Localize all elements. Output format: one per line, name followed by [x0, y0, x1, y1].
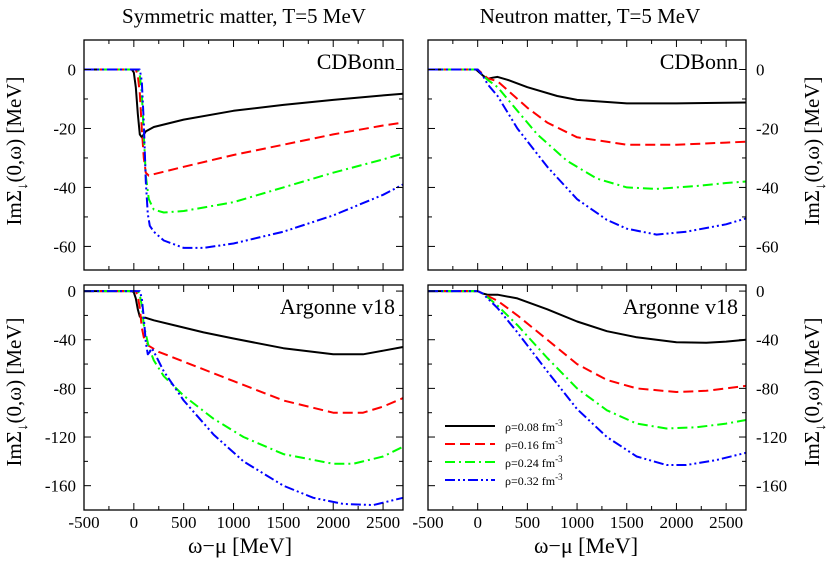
series-line-1 [428, 290, 747, 393]
y-tick-label: -40 [53, 178, 76, 197]
panel-frame [427, 39, 747, 271]
column-title-neutron: Neutron matter, T=5 MeV [480, 4, 701, 28]
legend-label-3: ρ=0.32 fm-3 [505, 472, 563, 488]
ylabel-left-bottom: ImΣ↓(0,ω) [MeV] [2, 317, 31, 466]
y-tick-label: 0 [68, 282, 77, 301]
xlabel-left: ω−μ [MeV] [188, 533, 292, 558]
series-line-1 [84, 68, 404, 177]
series-line-2 [84, 290, 404, 465]
ylabel-right-top: ImΣ↓(0,ω) [MeV] [800, 76, 829, 225]
y-tick-label: -40 [756, 331, 779, 350]
y-tick-label: -40 [53, 331, 76, 350]
legend-label-0: ρ=0.08 fm-3 [505, 418, 563, 434]
x-tick-label: 1500 [610, 513, 644, 532]
legend: ρ=0.08 fm-3 ρ=0.16 fm-3 ρ=0.24 fm-3 ρ=0.32 … [445, 418, 563, 488]
y-tick-label: -120 [45, 428, 76, 447]
panel-title: Argonne v18 [623, 294, 738, 319]
x-tick-label: 1500 [266, 513, 300, 532]
series-line-2 [428, 290, 747, 430]
panel-title: CDBonn [317, 49, 395, 74]
x-tick-label: 1000 [560, 513, 594, 532]
y-tick-label: -20 [53, 119, 76, 138]
panel-frame [427, 284, 747, 511]
series-line-0 [84, 68, 404, 139]
x-tick-label: 1000 [217, 513, 251, 532]
series-line-2 [84, 68, 404, 214]
x-tick-label: 2000 [316, 513, 350, 532]
legend-label-1: ρ=0.16 fm-3 [505, 436, 563, 452]
x-tick-label: -500 [412, 513, 443, 532]
y-tick-label: 0 [756, 60, 765, 79]
xlabel-right: ω−μ [MeV] [534, 533, 638, 558]
y-tick-label: -160 [45, 477, 76, 496]
panel-2: -500 0 500 1000 1500 2000 2500 0 -40 -80 -120 -160 A… [45, 282, 404, 532]
y-tick-label: -60 [756, 237, 779, 256]
panel-frame [83, 39, 404, 271]
y-tick-label: -60 [53, 237, 76, 256]
x-tick-label: 2500 [709, 513, 743, 532]
series-line-2 [428, 68, 747, 190]
series-line-3 [84, 68, 404, 249]
series-line-0 [84, 290, 404, 356]
y-tick-label: 0 [68, 60, 77, 79]
y-tick-label: 0 [756, 282, 765, 301]
x-tick-label: 0 [473, 513, 482, 532]
series-line-3 [428, 68, 747, 236]
legend-label-2: ρ=0.24 fm-3 [505, 454, 563, 470]
ylabel-left-top: ImΣ↓(0,ω) [MeV] [2, 76, 31, 225]
panels: 0 -20 -40 -60 CDBonn 0 -20 -40 -60 CDBonn -500 0 500… [45, 39, 787, 532]
y-tick-label: -80 [756, 379, 779, 398]
panel-1: 0 -20 -40 -60 CDBonn [427, 39, 779, 271]
y-tick-label: -40 [756, 178, 779, 197]
y-tick-label: -120 [756, 428, 787, 447]
x-tick-label: 500 [515, 513, 541, 532]
panel-title: CDBonn [660, 49, 738, 74]
series-line-3 [428, 290, 747, 466]
ylabel-right-bottom: ImΣ↓(0,ω) [MeV] [800, 317, 829, 466]
panel-title: Argonne v18 [280, 294, 395, 319]
y-tick-label: -160 [756, 477, 787, 496]
panel-0: 0 -20 -40 -60 CDBonn [53, 39, 404, 271]
panel-frame [83, 284, 404, 511]
series-line-1 [428, 68, 747, 146]
series-line-3 [84, 290, 404, 507]
series-line-0 [428, 68, 747, 105]
x-tick-label: 2000 [659, 513, 693, 532]
x-tick-label: 0 [130, 513, 139, 532]
x-tick-label: 500 [171, 513, 197, 532]
panel-3: -500 0 500 1000 1500 2000 2500 0 -40 -80 -120 -160 A… [412, 282, 787, 532]
x-tick-label: -500 [68, 513, 99, 532]
y-tick-label: -20 [756, 119, 779, 138]
y-tick-label: -80 [53, 379, 76, 398]
series-line-1 [84, 290, 404, 414]
column-title-symmetric: Symmetric matter, T=5 MeV [122, 4, 366, 28]
x-tick-label: 2500 [366, 513, 400, 532]
